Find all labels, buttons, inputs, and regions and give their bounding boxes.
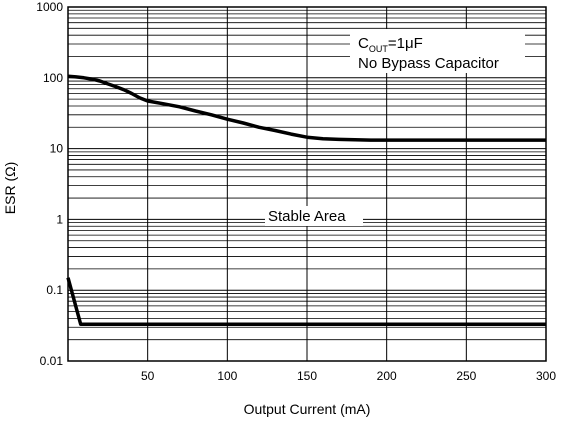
condition-annotation-line1: COUT=1μF (358, 35, 423, 54)
x-tick-label: 100 (217, 369, 237, 383)
x-tick-label: 150 (297, 369, 317, 383)
condition-annotation-bg (350, 29, 525, 73)
x-tick-label: 50 (141, 369, 155, 383)
x-tick-label: 300 (536, 369, 556, 383)
plot-border (67, 6, 547, 362)
y-tick-label: 1 (56, 212, 63, 226)
y-tick-label: 0.01 (40, 354, 64, 368)
condition-value-text: =1μF (388, 35, 423, 52)
condition-main-text: C (358, 35, 369, 52)
y-axis-label: ESR (Ω) (2, 162, 18, 214)
x-tick-label: 250 (456, 369, 476, 383)
stable-area-annotation-bg (265, 206, 363, 226)
x-tick-label: 200 (377, 369, 397, 383)
x-tick-labels: 50 100 150 200 250 300 (141, 369, 556, 383)
y-tick-label: 10 (50, 142, 64, 156)
series-layer (66, 74, 546, 327)
stable-area-label: Stable Area (268, 208, 346, 225)
lower-esr-boundary-line (66, 277, 546, 327)
y-tick-label: 0.1 (46, 283, 63, 297)
plot-frame (67, 6, 547, 362)
x-axis-label: Output Current (mA) (244, 401, 371, 417)
y-tick-label: 100 (43, 71, 63, 85)
condition-subscript-text: OUT (369, 44, 389, 54)
condition-annotation-line2: No Bypass Capacitor (358, 55, 499, 72)
y-tick-label: 1000 (36, 0, 63, 14)
upper-esr-boundary-line (67, 74, 546, 142)
y-tick-labels: 0.01 0.1 1 10 100 1000 (36, 0, 63, 368)
